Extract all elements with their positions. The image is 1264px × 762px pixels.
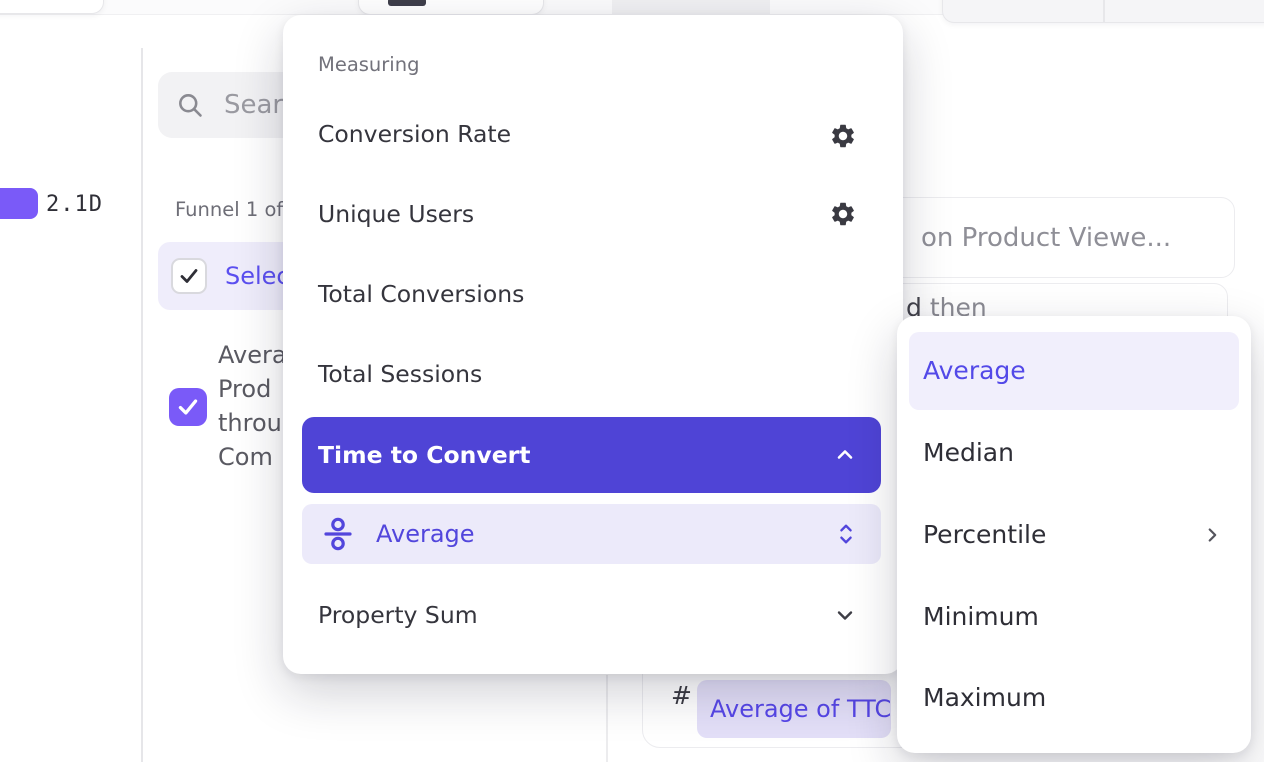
aggregation-item-median[interactable]: Median: [923, 433, 1223, 473]
metric-description-line: Prod: [218, 375, 272, 403]
aggregation-item-average-selected[interactable]: Average: [909, 332, 1239, 410]
aggregation-item-maximum[interactable]: Maximum: [923, 678, 1223, 718]
checkmark-icon: [180, 269, 198, 283]
left-column-divider: [141, 48, 143, 762]
number-type-symbol: #: [671, 681, 692, 710]
aggregation-menu: Average Median Percentile Minimum Maximu…: [897, 316, 1251, 753]
metric-checkbox-checked[interactable]: [169, 388, 207, 426]
chevron-up-icon: [837, 450, 853, 459]
aggregation-selected-label: Average: [376, 520, 475, 548]
menu-item-unique-users[interactable]: Unique Users: [318, 200, 475, 228]
average-icon: [324, 517, 352, 551]
duration-badge-label: 2.1D: [46, 192, 103, 217]
measuring-menu-title: Measuring: [318, 53, 420, 76]
chevron-down-icon: [837, 611, 853, 620]
measuring-menu: Measuring Conversion Rate Unique Users T…: [283, 15, 903, 674]
step-row-label: Selec: [225, 262, 290, 290]
toolbar-button-fragment[interactable]: [388, 0, 426, 6]
aggregation-selector-row[interactable]: Average: [302, 504, 881, 564]
metric-pill-label: Average of TTC: [710, 695, 892, 723]
top-gray-segment: [612, 0, 770, 15]
bottom-column-divider: [606, 675, 608, 762]
sort-updown-icon: [840, 524, 852, 544]
conversion-rate-settings-button[interactable]: [828, 121, 858, 151]
minimum-label: Minimum: [923, 602, 1039, 631]
menu-item-total-conversions[interactable]: Total Conversions: [318, 280, 525, 308]
menu-item-property-sum[interactable]: Property Sum: [302, 595, 881, 635]
search-icon: [179, 94, 202, 117]
then-prefix: d: [906, 293, 922, 322]
maximum-label: Maximum: [923, 683, 1047, 712]
menu-item-conversion-rate[interactable]: Conversion Rate: [318, 120, 512, 148]
funnel-counter-label: Funnel 1 of: [175, 198, 284, 221]
metric-description-line: throu: [218, 409, 282, 437]
time-to-convert-label: Time to Convert: [318, 441, 531, 469]
chevron-right-icon: [1208, 528, 1217, 542]
gear-icon: [832, 202, 854, 226]
top-left-card-fragment: [0, 0, 104, 14]
gear-icon: [832, 124, 854, 148]
checkmark-icon: [178, 399, 198, 415]
event-selector-label: on Product Viewe...: [921, 223, 1172, 253]
property-sum-label: Property Sum: [318, 601, 478, 629]
top-right-card-divider: [1103, 0, 1105, 22]
unique-users-settings-button[interactable]: [828, 199, 858, 229]
aggregation-item-percentile[interactable]: Percentile: [923, 515, 1223, 555]
median-label: Median: [923, 438, 1014, 467]
step-checkbox-checked[interactable]: [171, 258, 207, 294]
metric-pill-button[interactable]: Average of TTC: [697, 680, 891, 738]
top-right-card-fragment: [942, 0, 1264, 23]
duration-badge: [0, 188, 38, 219]
menu-item-time-to-convert-selected[interactable]: Time to Convert: [302, 417, 881, 493]
menu-item-total-sessions[interactable]: Total Sessions: [318, 360, 483, 388]
metric-description-line: Avera: [218, 341, 287, 369]
top-middle-card-fragment: [358, 0, 544, 15]
metric-description: Avera Prod throu Com: [218, 338, 287, 474]
metric-description-line: Com: [218, 443, 273, 471]
aggregation-item-minimum[interactable]: Minimum: [923, 597, 1223, 637]
percentile-label: Percentile: [923, 520, 1047, 549]
average-label: Average: [923, 356, 1026, 385]
